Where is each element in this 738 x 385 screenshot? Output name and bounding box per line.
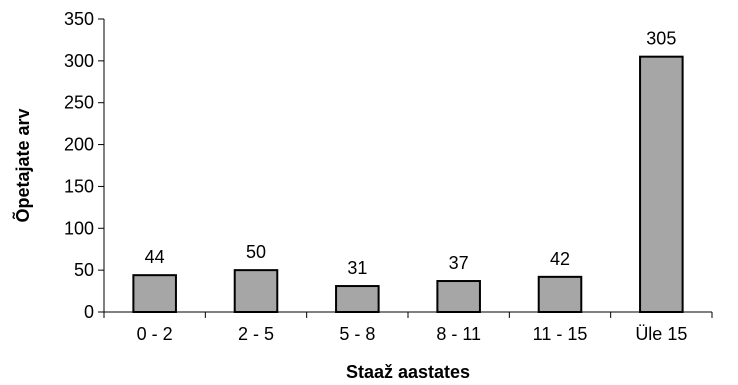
y-axis-title: Õpetajate arv bbox=[12, 108, 33, 222]
x-tick-label: 11 - 15 bbox=[533, 324, 588, 344]
x-tick-label: 8 - 11 bbox=[436, 324, 481, 344]
y-axis-ticks: 0 50 100 150 200 250 300 350 bbox=[64, 9, 104, 322]
y-tick-label: 250 bbox=[64, 93, 94, 113]
y-tick-label: 0 bbox=[84, 302, 94, 322]
x-tick-label: Üle 15 bbox=[635, 324, 687, 344]
y-tick-label: 50 bbox=[74, 260, 94, 280]
y-tick-label: 100 bbox=[64, 218, 94, 238]
bar bbox=[233, 269, 279, 313]
bar-value-label: 44 bbox=[145, 247, 165, 267]
x-tick-label: 2 - 5 bbox=[238, 324, 274, 344]
bar bbox=[639, 55, 684, 313]
bar bbox=[335, 285, 380, 314]
bar-value-label: 305 bbox=[646, 29, 676, 49]
bar-value-label: 50 bbox=[246, 242, 266, 262]
bars: 44 50 31 37 42 305 bbox=[132, 29, 684, 314]
y-tick-label: 150 bbox=[64, 176, 94, 196]
bar bbox=[436, 280, 481, 314]
x-axis-ticks: 0 - 2 2 - 5 5 - 8 8 - 11 11 - 15 Üle 15 bbox=[103, 312, 713, 344]
y-tick-label: 200 bbox=[64, 135, 94, 155]
x-tick-label: 5 - 8 bbox=[339, 324, 375, 344]
bar bbox=[132, 274, 177, 313]
bar-value-label: 42 bbox=[550, 249, 570, 269]
bar-value-label: 31 bbox=[347, 258, 367, 278]
bar bbox=[537, 275, 583, 313]
y-tick-label: 350 bbox=[64, 9, 94, 29]
bar-value-label: 37 bbox=[449, 253, 469, 273]
x-tick-label: 0 - 2 bbox=[137, 324, 173, 344]
y-tick-label: 300 bbox=[64, 51, 94, 71]
x-axis-title: Staaž aastates bbox=[346, 362, 470, 382]
